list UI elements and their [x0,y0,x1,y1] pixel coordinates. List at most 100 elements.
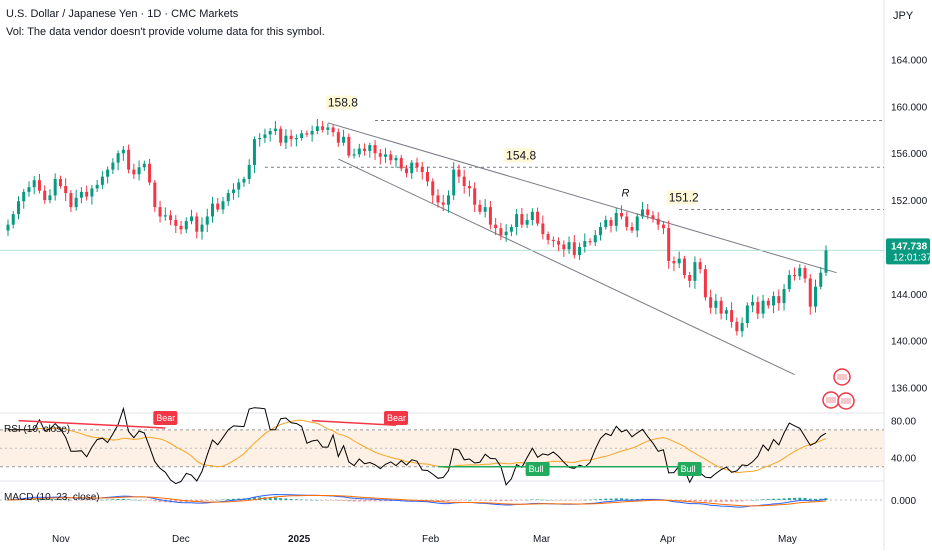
candle-body [515,214,519,228]
macd-histogram-bar [467,499,471,501]
divergence-line [18,419,166,429]
macd-histogram-bar [735,500,739,502]
candle-body [509,227,513,232]
x-axis-label: Mar [533,534,551,545]
candle-body [441,202,445,205]
candle-body [315,126,319,131]
macd-histogram-bar [567,500,571,501]
macd-histogram-bar [179,500,183,503]
level-label-bg [666,190,697,205]
macd-histogram-bar [635,498,639,500]
x-axis-label: 2025 [288,534,311,545]
candle-body [100,176,104,185]
price-tick-label: 144.000 [891,290,928,301]
macd-histogram-bar [530,499,534,500]
candle-body [609,219,613,226]
candle-body [211,203,214,217]
level-label-bg [325,95,356,110]
bull-label-bg [525,462,550,476]
candle-body [567,242,571,250]
macd-histogram-bar [43,499,47,500]
macd-histogram-bar [200,500,204,502]
candle-body [740,323,744,332]
macd-histogram-bar [436,500,440,502]
candle-body [85,191,89,197]
macd-histogram-bar [431,500,435,502]
macd-histogram-bar [557,500,561,501]
price-tick-label: 160.000 [891,102,928,113]
candle-body [384,154,388,157]
rsi-tick-label: 80.00 [891,417,916,428]
candle-body [735,321,739,332]
macd-histogram-bar [373,500,377,502]
macd-histogram-bar [798,497,802,500]
flag-event-icon [841,398,851,404]
macd-histogram-bar [95,500,99,501]
macd-histogram-bar [284,498,288,500]
macd-histogram-bar [515,500,519,501]
macd-histogram-bar [751,499,755,501]
candle-body [399,157,403,169]
macd-histogram-bar [620,498,623,500]
candle-body [530,211,534,220]
macd-histogram-bar [195,500,199,502]
signal-line [7,494,827,507]
candle-body [635,216,639,231]
candle-body [410,162,414,174]
level-label: 151.2 [669,190,699,204]
candle-body [321,126,325,130]
candle-body [551,239,555,242]
macd-histogram-bar [520,500,524,501]
volume-note: Vol: The data vendor doesn't provide vol… [6,26,325,38]
candle-body [588,241,592,243]
candle-body [473,188,477,205]
macd-histogram-bar [688,500,692,502]
candle-body [279,128,283,143]
price-tick-label: 152.000 [891,196,928,207]
macd-histogram-bar [709,500,713,502]
candle-body [242,179,246,183]
macd-histogram-bar [714,500,718,502]
price-tick-label: 164.000 [891,56,928,67]
macd-histogram-bar [787,498,791,500]
candle-body [79,191,83,198]
channel-lower-line [338,158,795,376]
macd-histogram-bar [310,499,314,501]
candle-body [541,223,545,235]
candle-body [583,241,587,247]
candle-body [16,201,20,215]
candle-body [69,193,73,208]
macd-histogram-bar [90,500,94,501]
candle-body [599,227,603,236]
macd-histogram-bar [153,500,157,502]
level-label: 158.8 [328,95,358,109]
candle-body [148,163,152,183]
x-axis-label: Dec [172,534,190,545]
macd-histogram-bar [342,500,346,501]
candle-body [620,212,623,217]
candle-body [525,219,529,225]
candle-body [373,145,377,154]
candle-body [452,169,456,196]
candle-body [772,296,776,306]
candle-body [326,127,330,130]
candle-body [405,168,409,174]
candle-body [357,148,361,155]
macd-histogram-bar [79,500,83,501]
macd-histogram-bar [127,499,131,500]
candle-body [431,181,435,196]
x-axis-label: Nov [52,534,70,545]
candle-body [677,258,681,264]
macd-histogram-bar [163,500,167,503]
candle-body [808,278,812,307]
macd-histogram-bar [772,498,776,500]
candle-body [546,234,550,240]
macd-histogram-bar [719,500,723,502]
candle-body [698,262,702,270]
candle-body [646,209,650,216]
candle-body [190,216,194,222]
candle-body [216,203,220,210]
flag-event-icon [837,374,847,380]
